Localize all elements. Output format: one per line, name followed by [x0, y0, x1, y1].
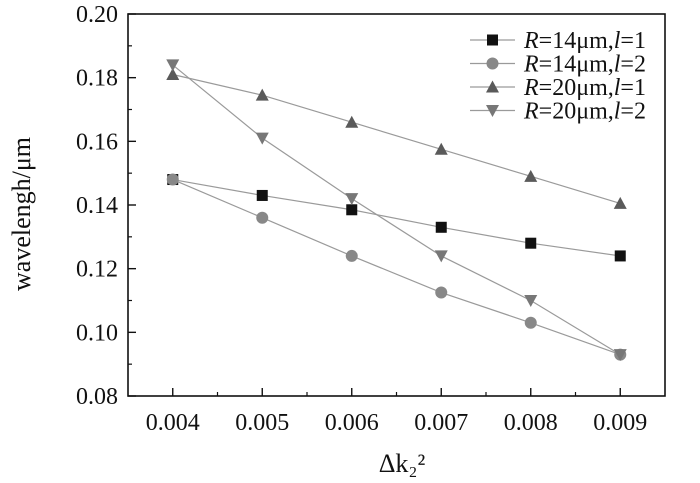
series-4 [166, 59, 627, 362]
x-tick-label: 0.007 [414, 410, 468, 436]
x-tick-label: 0.009 [593, 410, 647, 436]
data-point [524, 316, 537, 329]
data-point [434, 250, 448, 263]
data-point [613, 196, 627, 209]
legend-marker [486, 105, 499, 117]
series-3 [166, 67, 627, 209]
y-tick-label: 0.12 [76, 257, 118, 283]
x-axis-title: Δk₂² [379, 449, 426, 478]
legend-marker [486, 57, 499, 70]
x-tick-label: 0.008 [504, 410, 558, 436]
series-2 [166, 173, 627, 361]
series-line [172, 178, 621, 257]
y-tick-label: 0.16 [76, 129, 118, 155]
legend-item-3: R=20μm,l=1 [470, 75, 646, 101]
legend-label: R=14μm,l=1 [523, 28, 646, 54]
legend-item-2: R=14μm,l=2 [470, 52, 646, 78]
legend-label: R=20μm,l=1 [523, 75, 646, 101]
legend-label: R=20μm,l=2 [523, 99, 646, 125]
legend-item-1: R=14μm,l=1 [470, 28, 646, 54]
y-tick-label: 0.10 [76, 320, 118, 346]
data-point [346, 204, 358, 216]
x-tick-label: 0.006 [325, 410, 379, 436]
series-line [172, 178, 621, 356]
data-point [435, 286, 448, 299]
y-axis-title: wavelengh/μm [7, 137, 36, 291]
data-point [613, 349, 627, 362]
data-point [345, 115, 359, 128]
legend-item-4: R=20μm,l=2 [470, 99, 646, 125]
data-point [166, 59, 180, 72]
legend: R=14μm,l=1R=14μm,l=2R=20μm,l=1R=20μm,l=2 [470, 28, 646, 125]
series-1 [167, 174, 626, 262]
y-tick-label: 0.18 [76, 66, 118, 92]
axes: 0.004 0.005 0.006 0.007 0.008 0.009 0.08 0.10 0.… [76, 2, 647, 436]
data-point [166, 173, 179, 186]
legend-label: R=14μm,l=2 [523, 52, 646, 78]
series-layer [166, 59, 627, 362]
y-tick-label: 0.14 [76, 193, 118, 219]
legend-marker [487, 34, 498, 46]
y-tick-label: 0.20 [76, 2, 118, 28]
x-tick-label: 0.005 [235, 410, 289, 436]
data-point [345, 249, 358, 262]
data-point [524, 295, 538, 307]
data-point [255, 132, 269, 145]
data-point [435, 221, 447, 233]
data-point [166, 67, 180, 80]
data-point [255, 88, 269, 101]
data-point [614, 250, 626, 262]
data-point [256, 189, 268, 201]
data-point [345, 193, 359, 206]
y-tick-label: 0.08 [76, 384, 118, 410]
series-line [172, 73, 621, 204]
data-point [524, 169, 538, 182]
x-tick-label: 0.004 [146, 410, 200, 436]
legend-marker [486, 80, 499, 93]
data-point [525, 237, 537, 249]
series-line [172, 64, 621, 356]
data-point [256, 211, 269, 224]
data-point [434, 142, 448, 155]
